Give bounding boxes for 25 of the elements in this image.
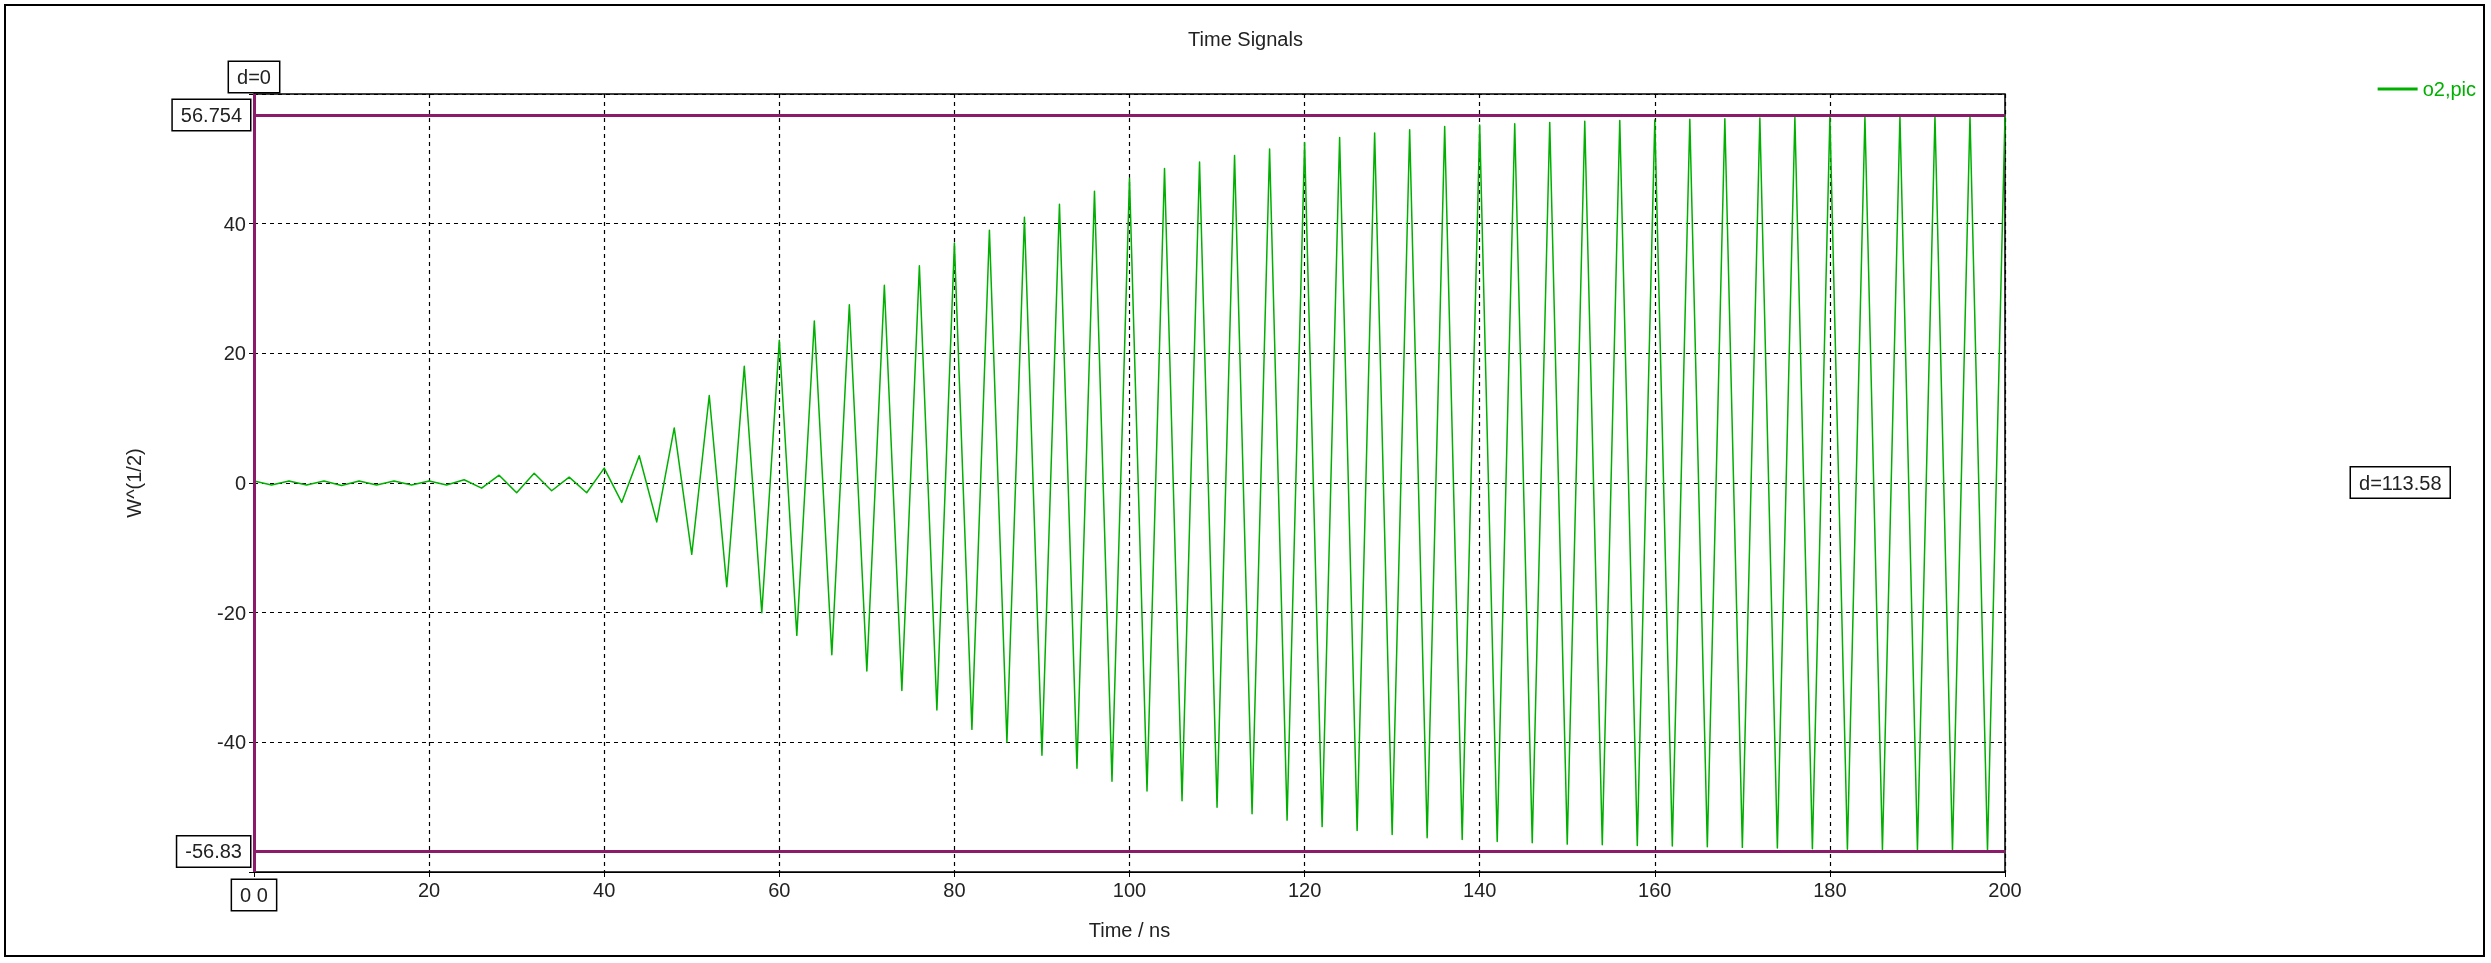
x-tick-label: 100 xyxy=(1112,879,1147,901)
chart-title: Time Signals xyxy=(1188,28,1303,50)
x-tick-label: 160 xyxy=(1638,879,1672,901)
x-tick-label: 20 xyxy=(417,879,441,901)
x-tick-label: 120 xyxy=(1287,879,1322,901)
y-tick-label: -40 xyxy=(217,731,246,754)
x-tick-label: 180 xyxy=(1813,879,1847,901)
y-tick-label: 20 xyxy=(223,342,246,365)
ref-line-label: 0 0 xyxy=(240,884,268,906)
line-series xyxy=(253,114,2006,852)
ref-line-label: -56.83 xyxy=(185,840,242,863)
y-tick-label: -20 xyxy=(217,601,246,624)
y-tick-label: 40 xyxy=(223,212,246,235)
text: d=113.58 xyxy=(2359,471,2442,494)
legend-label: o2,pic xyxy=(2422,78,2477,100)
annotation: d=0 xyxy=(237,66,271,88)
x-axis-title: Time / ns xyxy=(1088,919,1171,941)
x-tick-label: 200 xyxy=(1988,879,2022,901)
x-tick-label: 60 xyxy=(768,879,791,901)
ref-line-label: 56.754 xyxy=(180,104,242,127)
y-axis-title: W^(1/2) xyxy=(123,448,145,518)
x-tick-label: 80 xyxy=(943,879,966,901)
x-tick-label: 40 xyxy=(593,879,616,901)
y-tick-label: 0 xyxy=(234,472,246,494)
x-tick-label: 140 xyxy=(1463,879,1497,901)
